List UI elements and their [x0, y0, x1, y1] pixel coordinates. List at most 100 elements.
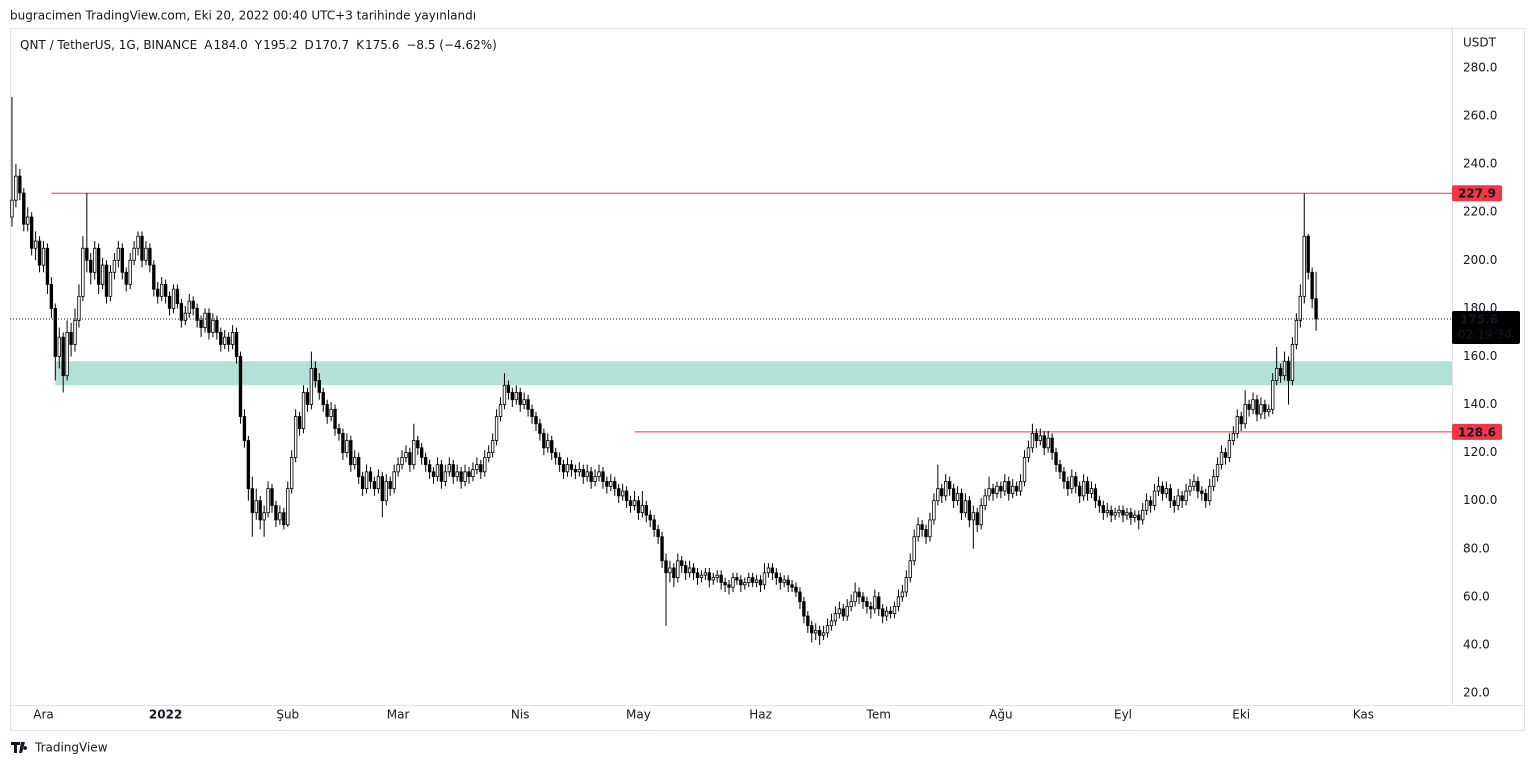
candle-body [888, 610, 893, 615]
candle-body [1227, 440, 1232, 458]
candle-body [404, 452, 408, 458]
candle-body [77, 295, 81, 321]
candle-body [1081, 481, 1086, 497]
candle-body [1070, 476, 1074, 490]
candle-body [388, 481, 392, 490]
candle-body [656, 529, 660, 538]
candle-body [743, 582, 747, 586]
header: bugracimen TradingView.com, Eki 20, 2022… [10, 9, 476, 23]
candle-body [1113, 512, 1117, 516]
candle-body [1255, 399, 1259, 415]
price-line-label: 227.9 [1458, 187, 1496, 201]
candle-body [140, 235, 144, 261]
candle-body [711, 577, 715, 581]
y-tick-label: 140.0 [1463, 397, 1497, 411]
candle-body [959, 493, 964, 514]
candle-body [636, 500, 641, 514]
candle-body [550, 440, 554, 453]
candle-body [1141, 509, 1145, 521]
candle-body [1152, 490, 1157, 506]
candle-body [61, 336, 65, 377]
candle-body [687, 567, 692, 574]
candle-body [798, 591, 802, 603]
candle-body [219, 332, 223, 345]
candle-body [849, 601, 853, 607]
candle-body [660, 536, 664, 562]
legend-key: K [356, 38, 365, 52]
candle-body [971, 512, 975, 521]
support-zone [55, 361, 1453, 386]
x-tick-label: Kas [1353, 708, 1374, 722]
y-tick-label: 280.0 [1463, 60, 1497, 74]
candle-body [896, 596, 901, 607]
candle-body [148, 247, 152, 266]
candle-body [699, 574, 704, 578]
candle-body [857, 591, 861, 598]
candle-body [431, 471, 436, 478]
candle-body [1018, 481, 1023, 492]
candle-body [597, 471, 601, 478]
candle-body [1026, 447, 1031, 458]
candle-body [1164, 488, 1169, 494]
candle-body [573, 469, 578, 473]
candle-body [553, 452, 558, 458]
candle-body [191, 300, 195, 309]
candle-body [912, 536, 916, 562]
candle-body [727, 584, 731, 588]
candle-body [861, 596, 865, 603]
y-tick-label: 260.0 [1463, 109, 1497, 123]
candle-body [226, 336, 231, 345]
candle-body [1137, 514, 1141, 521]
candle-body [1168, 488, 1172, 502]
candle-body [467, 471, 471, 478]
candle-body [1089, 488, 1094, 494]
candle-body [786, 579, 790, 586]
chart-frame [10, 28, 1525, 731]
candle-body [18, 175, 22, 194]
candle-body [230, 332, 235, 345]
candle-body [991, 488, 995, 494]
candle-body [632, 500, 637, 506]
candle-body [1022, 457, 1027, 482]
candle-body [841, 608, 845, 617]
candle-body [1251, 399, 1255, 410]
candle-body [286, 488, 290, 526]
candle-body [900, 591, 905, 598]
candle-body [869, 606, 873, 610]
candle-body [672, 567, 676, 578]
y-tick-label: 40.0 [1463, 637, 1490, 651]
candle-body [274, 505, 278, 521]
candle-body [89, 259, 93, 273]
candle-body [1085, 481, 1090, 494]
candle-body [975, 512, 979, 526]
x-tick-label: Eki [1232, 708, 1250, 722]
candle-body [1125, 512, 1129, 516]
x-tick-label: Ağu [989, 708, 1012, 722]
candle-body [14, 175, 18, 201]
candle-body [502, 384, 507, 405]
candle-body [349, 440, 353, 466]
candle-body [695, 572, 700, 578]
y-tick-label: 20.0 [1463, 685, 1490, 699]
candle-body [1306, 235, 1310, 273]
candle-body [932, 500, 936, 521]
candle-body [81, 247, 85, 297]
candle-body [1235, 416, 1239, 434]
candle-body [41, 247, 46, 266]
candle-body [1208, 485, 1212, 502]
candle-body [617, 488, 621, 497]
candle-body [908, 560, 912, 578]
legend-value: 175.6 [365, 38, 399, 52]
candle-body [490, 440, 495, 453]
candle-body [1274, 368, 1279, 381]
candle-body [1192, 481, 1196, 487]
legend: QNT / TetherUS, 1G, BINANCE A184.0 Y195.2 D… [20, 38, 497, 52]
candle-body [380, 476, 385, 502]
candle-body [1046, 437, 1050, 449]
candle-body [266, 488, 270, 514]
candle-body [439, 464, 444, 482]
candle-body [967, 500, 972, 521]
candle-body [628, 500, 633, 506]
candle-body [1243, 404, 1247, 425]
